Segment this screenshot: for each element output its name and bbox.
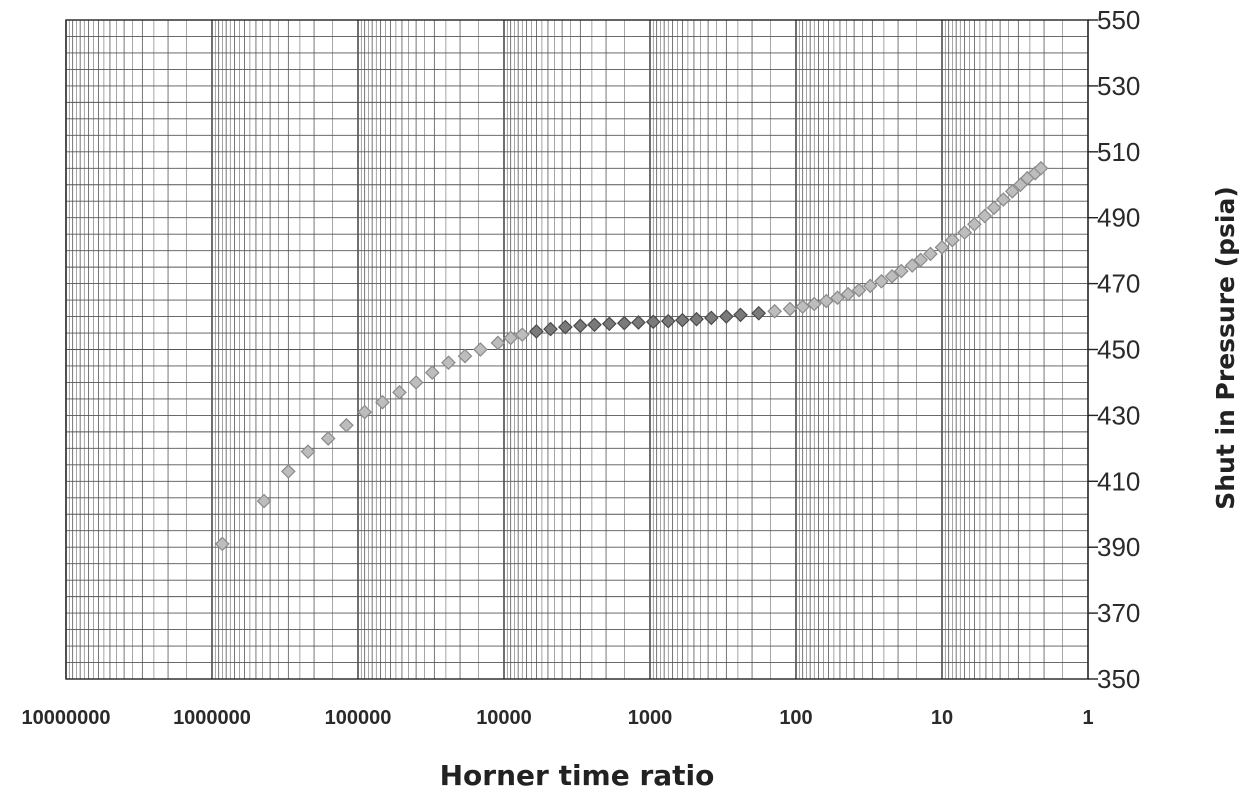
data-point xyxy=(601,316,617,332)
data-point xyxy=(503,330,519,346)
data-point xyxy=(977,208,993,224)
data-point xyxy=(884,269,900,284)
y-tick-label: 350 xyxy=(1097,664,1140,694)
data-point xyxy=(818,293,834,309)
x-tick-label: 10 xyxy=(931,707,953,729)
data-point xyxy=(392,384,407,400)
data-point xyxy=(616,315,632,331)
data-point xyxy=(689,311,704,327)
data-point xyxy=(986,200,1002,216)
data-point xyxy=(830,290,845,306)
y-tick-label: 410 xyxy=(1097,466,1140,496)
data-point xyxy=(923,246,938,262)
y-tick-label: 390 xyxy=(1097,532,1140,562)
data-point xyxy=(280,464,296,479)
data-point xyxy=(587,317,602,333)
y-tick-label: 470 xyxy=(1097,269,1140,299)
y-axis-tick-labels: 550 530 510 490 470 450 430 410 390 370 350 xyxy=(1097,5,1140,694)
data-point xyxy=(718,309,734,324)
data-point xyxy=(558,319,573,335)
data-point xyxy=(631,315,646,330)
data-point xyxy=(893,263,909,279)
data-point xyxy=(357,404,373,420)
y-tick-label: 430 xyxy=(1097,400,1140,430)
y-tick-label: 370 xyxy=(1097,598,1140,628)
x-tick-label: 10000 xyxy=(476,707,532,729)
data-point xyxy=(408,375,424,390)
data-point xyxy=(967,216,982,232)
y-tick-label: 490 xyxy=(1097,203,1140,233)
data-point xyxy=(957,225,972,240)
data-point xyxy=(529,324,544,339)
data-point xyxy=(1004,183,1020,199)
x-tick-label: 1000 xyxy=(628,707,673,729)
y-axis-title: Shut in Pressure (psia) xyxy=(1211,186,1240,510)
data-point xyxy=(751,305,767,321)
data-point xyxy=(375,394,390,410)
data-point xyxy=(660,313,676,329)
data-point xyxy=(904,258,920,273)
data-point xyxy=(645,314,661,330)
grid-lines xyxy=(65,19,1089,680)
y-tick-label: 450 xyxy=(1097,335,1140,365)
data-points xyxy=(214,160,1049,552)
x-axis-tick-labels: 10000000 1000000 100000 10000 1000 100 10 1 xyxy=(22,707,1094,729)
data-point xyxy=(675,312,690,328)
data-point xyxy=(874,273,889,289)
data-point xyxy=(913,252,929,268)
data-point xyxy=(543,321,558,337)
x-tick-label: 1 xyxy=(1082,707,1093,729)
data-point xyxy=(767,303,783,319)
data-point xyxy=(806,296,822,312)
data-point xyxy=(733,307,748,323)
data-point xyxy=(339,417,354,433)
data-point xyxy=(214,536,230,552)
data-point xyxy=(840,286,856,302)
data-point xyxy=(862,278,878,294)
x-axis-title: Horner time ratio xyxy=(440,759,715,792)
data-point xyxy=(795,299,811,315)
data-point xyxy=(256,493,272,509)
data-point xyxy=(300,444,316,459)
x-tick-label: 10000000 xyxy=(22,707,111,729)
data-point xyxy=(457,348,473,364)
data-point xyxy=(782,301,798,317)
data-point xyxy=(441,355,456,371)
data-point xyxy=(473,342,488,357)
y-tick-label: 510 xyxy=(1097,137,1140,167)
x-tick-label: 100000 xyxy=(325,707,392,729)
data-point xyxy=(704,310,719,326)
y-tick-label: 550 xyxy=(1097,5,1140,35)
data-point xyxy=(1033,160,1049,176)
data-point xyxy=(424,365,440,380)
data-point xyxy=(514,327,530,343)
data-point xyxy=(996,192,1011,207)
data-point xyxy=(944,232,960,248)
y-axis-tick-marks xyxy=(1088,19,1098,680)
x-tick-label: 100 xyxy=(779,707,812,729)
data-point xyxy=(572,318,588,334)
data-point xyxy=(490,335,506,351)
data-point xyxy=(851,282,867,298)
y-tick-label: 530 xyxy=(1097,71,1140,101)
data-point xyxy=(934,240,950,255)
data-point xyxy=(320,431,336,446)
x-tick-label: 1000000 xyxy=(173,707,251,729)
